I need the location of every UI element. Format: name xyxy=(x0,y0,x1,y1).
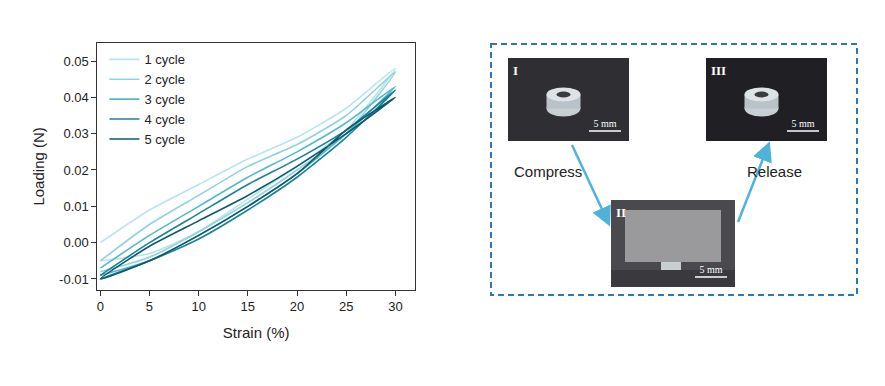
svg-text:5: 5 xyxy=(146,299,153,314)
svg-text:Release: Release xyxy=(747,163,802,180)
svg-text:3 cycle: 3 cycle xyxy=(144,92,184,107)
svg-text:0.01: 0.01 xyxy=(63,199,88,214)
svg-text:Strain (%): Strain (%) xyxy=(223,324,290,341)
svg-text:2 cycle: 2 cycle xyxy=(144,72,184,87)
svg-text:5 mm: 5 mm xyxy=(791,118,814,129)
svg-text:5 cycle: 5 cycle xyxy=(144,132,184,147)
svg-text:III: III xyxy=(711,63,726,78)
svg-text:1 cycle: 1 cycle xyxy=(144,52,184,67)
svg-text:5 mm: 5 mm xyxy=(593,118,616,129)
svg-text:0.05: 0.05 xyxy=(63,54,88,69)
svg-text:0.03: 0.03 xyxy=(63,126,88,141)
svg-text:25: 25 xyxy=(339,299,353,314)
svg-text:I: I xyxy=(513,63,518,78)
svg-text:5 mm: 5 mm xyxy=(699,264,722,275)
svg-text:Loading (N): Loading (N) xyxy=(30,127,47,205)
svg-text:Compress: Compress xyxy=(514,163,582,180)
svg-text:II: II xyxy=(616,205,626,220)
svg-text:4 cycle: 4 cycle xyxy=(144,112,184,127)
svg-text:0: 0 xyxy=(97,299,104,314)
svg-text:10: 10 xyxy=(191,299,205,314)
svg-text:30: 30 xyxy=(388,299,402,314)
svg-text:15: 15 xyxy=(241,299,255,314)
svg-text:0.00: 0.00 xyxy=(63,235,88,250)
svg-text:0.04: 0.04 xyxy=(63,90,88,105)
svg-text:0.02: 0.02 xyxy=(63,163,88,178)
svg-text:20: 20 xyxy=(290,299,304,314)
svg-text:-0.01: -0.01 xyxy=(59,272,89,287)
